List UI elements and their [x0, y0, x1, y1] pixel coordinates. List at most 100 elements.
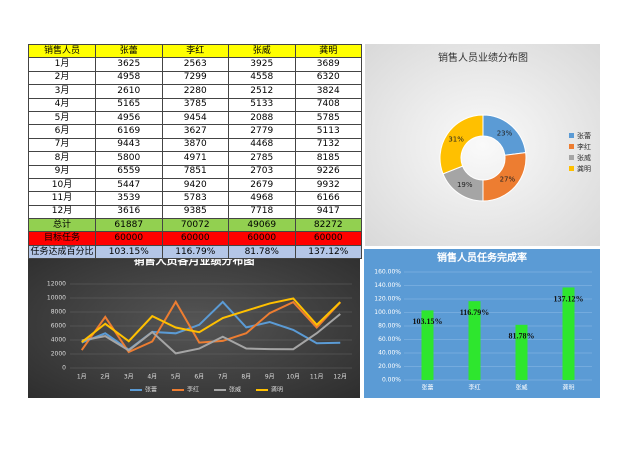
table-cell: 10月	[28, 177, 96, 193]
table-cell: 61887	[95, 218, 163, 233]
y-tick-label: 40.00%	[378, 350, 401, 357]
legend-label: 李红	[577, 142, 591, 151]
x-tick-label: 11月	[310, 374, 324, 381]
table-cell: 82272	[294, 218, 362, 233]
legend-label: 张蕾	[577, 131, 591, 140]
table-cell: 8月	[28, 151, 96, 166]
table-cell: 6559	[95, 164, 163, 179]
table-cell: 3627	[161, 124, 229, 139]
table-row: 5月 4956 9454 2088 5785	[28, 110, 362, 126]
table-cell: 3月	[28, 84, 96, 99]
table-cell: 8185	[294, 151, 362, 166]
table-row: 2月 4958 7299 4558 6320	[28, 70, 362, 86]
table-cell: 4971	[161, 151, 229, 166]
table-cell: 龚明	[294, 43, 362, 59]
table-cell: 2779	[228, 124, 296, 139]
table-cell: 3870	[161, 137, 229, 153]
y-tick-label: 0.00%	[382, 377, 401, 384]
line-panel	[28, 249, 360, 398]
table-cell: 9420	[161, 177, 229, 193]
table-cell: 3616	[95, 204, 163, 220]
table-cell: 81.78%	[228, 244, 296, 260]
table-cell: 3785	[161, 97, 229, 112]
table-cell: 2703	[228, 164, 296, 179]
bar-value-label: 81.78%	[509, 332, 535, 341]
x-tick-label: 5月	[171, 374, 181, 381]
table-cell: 49069	[228, 218, 296, 233]
table-cell: 12月	[28, 204, 96, 220]
table-cell: 70072	[161, 218, 229, 233]
x-tick-label: 龚明	[562, 384, 574, 392]
legend-label: 龚明	[577, 164, 591, 173]
table-cell: 7851	[161, 164, 229, 179]
table-cell: 2月	[28, 70, 96, 86]
table-cell: 任务达成百分比	[28, 244, 96, 260]
table-cell: 5133	[228, 97, 296, 112]
chart-title: 销售人员任务完成率	[437, 251, 527, 264]
table-cell: 目标任务	[28, 231, 96, 246]
legend-label: 张威	[577, 153, 591, 162]
table-row: 8月 5800 4971 2785 8185	[28, 151, 362, 166]
table-row: 目标任务 60000 60000 60000 60000	[28, 231, 362, 246]
table-cell: 2679	[228, 177, 296, 193]
table-cell: 2785	[228, 151, 296, 166]
table-cell: 5783	[161, 191, 229, 206]
legend-swatch	[569, 133, 574, 138]
bar-panel	[364, 249, 600, 398]
table-row: 11月 3539 5783 4968 6166	[28, 191, 362, 206]
table-cell: 7408	[294, 97, 362, 112]
table-cell: 4月	[28, 97, 96, 112]
x-tick-label: 张威	[515, 384, 527, 392]
x-tick-label: 12月	[333, 374, 347, 381]
table-cell: 6169	[95, 124, 163, 139]
y-tick-label: 120.00%	[374, 296, 401, 303]
y-tick-label: 2000	[51, 351, 66, 358]
sales-table: 销售人员 张蕾 李红 张威 龚明 1月 3625 2563 3925 3689 2月 4958 7299…	[28, 43, 362, 260]
slice-label: 31%	[448, 136, 464, 144]
x-tick-label: 李红	[468, 384, 480, 392]
table-cell: 11月	[28, 191, 96, 206]
table-cell: 7718	[228, 204, 296, 220]
table-cell: 60000	[95, 231, 163, 246]
table-cell: 5113	[294, 124, 362, 139]
table-cell: 5165	[95, 97, 163, 112]
legend-swatch	[569, 144, 574, 149]
table-row: 6月 6169 3627 2779 5113	[28, 124, 362, 139]
table-cell: 7月	[28, 137, 96, 153]
table-cell: 3824	[294, 84, 362, 99]
table-cell: 7132	[294, 137, 362, 153]
table-cell: 60000	[161, 231, 229, 246]
table-cell: 2088	[228, 110, 296, 126]
table-cell: 张蕾	[95, 43, 163, 59]
legend-label: 张蕾	[145, 386, 157, 394]
table-cell: 6320	[294, 70, 362, 86]
y-tick-label: 60.00%	[378, 336, 401, 343]
table-cell: 6月	[28, 124, 96, 139]
table-row: 7月 9443 3870 4468 7132	[28, 137, 362, 153]
x-tick-label: 8月	[241, 374, 251, 381]
bar-value-label: 116.79%	[460, 308, 490, 317]
table-cell: 9226	[294, 164, 362, 179]
table-cell: 5800	[95, 151, 163, 166]
y-tick-label: 0	[62, 365, 66, 372]
table-row: 销售人员 张蕾 李红 张威 龚明	[28, 43, 362, 59]
x-tick-label: 9月	[265, 374, 275, 381]
bar-value-label: 137.12%	[554, 294, 584, 303]
legend-label: 龚明	[271, 386, 283, 394]
x-tick-label: 2月	[100, 374, 110, 381]
table-cell: 3539	[95, 191, 163, 206]
table-cell: 张威	[228, 43, 296, 59]
y-tick-label: 160.00%	[374, 269, 401, 276]
x-tick-label: 7月	[218, 374, 228, 381]
y-tick-label: 4000	[51, 337, 66, 344]
table-cell: 2512	[228, 84, 296, 99]
slice-label: 23%	[497, 130, 513, 138]
table-cell: 销售人员	[28, 43, 96, 59]
slice-label: 19%	[457, 181, 473, 189]
bar	[515, 324, 528, 380]
x-tick-label: 张蕾	[421, 384, 433, 392]
line-series	[81, 313, 341, 355]
x-tick-label: 3月	[124, 374, 134, 381]
table-cell: 4558	[228, 70, 296, 86]
